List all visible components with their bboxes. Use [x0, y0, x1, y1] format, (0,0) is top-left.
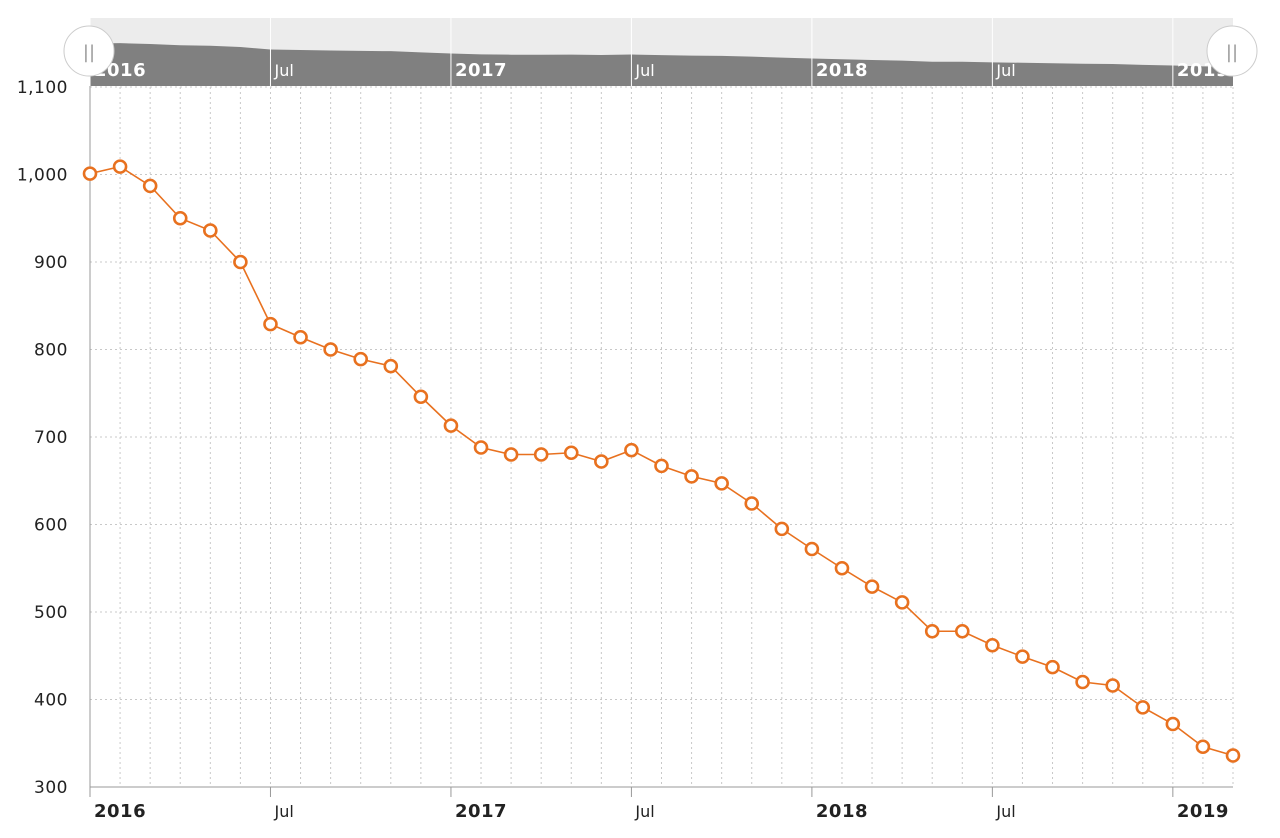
navigator-tick-label: Jul [634, 61, 654, 80]
data-point [1165, 716, 1181, 732]
data-point [954, 623, 970, 639]
data-point [142, 178, 158, 194]
data-point [1195, 739, 1211, 755]
data-point [804, 541, 820, 557]
navigator-tick-label: Jul [995, 61, 1015, 80]
data-point [1045, 659, 1060, 675]
data-point [293, 329, 308, 345]
data-point [233, 254, 248, 270]
data-point [1075, 674, 1090, 690]
data-point [624, 442, 639, 458]
data-point [744, 496, 760, 511]
x-tick-label: 2018 [816, 801, 868, 822]
x-tick-label: 2017 [455, 801, 507, 822]
navigator-tick-label: 2017 [455, 60, 507, 81]
data-point [353, 351, 369, 367]
x-tick-label: Jul [995, 802, 1015, 821]
grid-lines [89, 86, 1234, 788]
navigator-tick-label: 2018 [816, 60, 868, 81]
data-point [533, 447, 549, 462]
data-point [1015, 649, 1030, 664]
data-point [714, 476, 729, 491]
navigator[interactable]: 2016 Jul 2017 Jul 2018 Jul 2019 [89, 18, 1233, 86]
data-point [654, 458, 669, 474]
data-point [443, 418, 459, 433]
y-tick-label: 500 [34, 603, 68, 623]
navigator-handle-right-grip-icon: || [1226, 42, 1238, 63]
data-point [82, 166, 98, 181]
data-point [1225, 748, 1241, 763]
data-point [1105, 678, 1120, 693]
x-tick-label: 2019 [1177, 801, 1229, 822]
navigator-handle-right-circle[interactable] [1206, 25, 1258, 77]
x-tick-label: 2016 [94, 801, 146, 822]
data-point [383, 358, 399, 374]
data-point [774, 521, 790, 537]
navigator-tick-label: Jul [273, 61, 293, 80]
data-point [172, 210, 188, 226]
navigator-handle-left-circle[interactable] [63, 25, 115, 77]
y-tick-label: 800 [34, 341, 68, 361]
data-point [864, 579, 880, 594]
data-point [894, 595, 910, 610]
y-tick-label: 600 [34, 516, 68, 536]
data-point [263, 316, 278, 332]
data-point [323, 342, 338, 357]
data-point [985, 637, 1000, 653]
x-tick-label: Jul [273, 802, 293, 821]
y-tick-label: 1,100 [17, 78, 68, 98]
data-point [1135, 700, 1151, 715]
data-point [594, 454, 609, 469]
y-tick-label: 300 [34, 778, 68, 798]
data-point [563, 445, 579, 461]
data-point [112, 159, 128, 174]
navigator-handles[interactable]: || || [63, 25, 1258, 77]
y-tick-label: 700 [34, 428, 68, 448]
y-tick-label: 900 [34, 253, 68, 273]
navigator-handle-left[interactable]: || [63, 25, 115, 77]
data-point [473, 440, 489, 455]
y-tick-label: 400 [34, 691, 68, 711]
data-point [203, 223, 218, 238]
data-point [834, 560, 850, 576]
y-tick-label: 1,000 [17, 166, 68, 186]
data-point [413, 389, 429, 405]
axes: 300 400 500 600 700 800 900 1,000 1,100 2016 Jul 20… [17, 78, 1233, 822]
data-markers [82, 159, 1241, 763]
x-tick-label: Jul [634, 802, 654, 821]
data-point [924, 623, 940, 639]
data-point [684, 469, 699, 484]
data-point [503, 447, 519, 462]
navigator-handle-right[interactable]: || [1206, 25, 1258, 77]
navigator-handle-left-grip-icon: || [83, 42, 95, 63]
navigator-area [90, 43, 1233, 86]
